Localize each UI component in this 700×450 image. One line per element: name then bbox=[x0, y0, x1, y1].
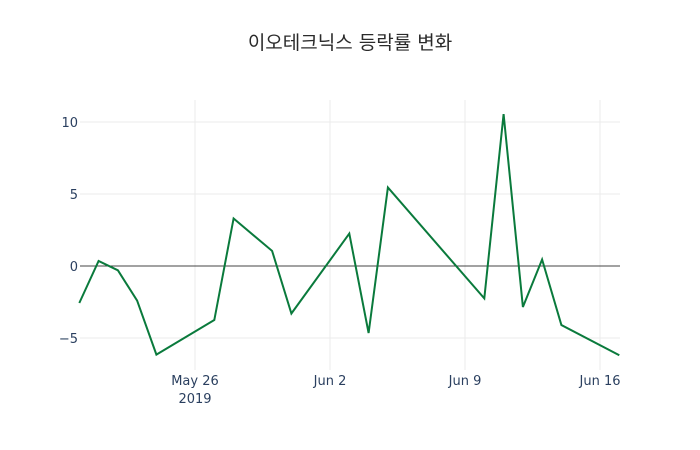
x-tick-label: Jun 9 bbox=[448, 374, 482, 389]
grid-lines bbox=[80, 100, 620, 370]
chart-title: 이오테크닉스 등락률 변화 bbox=[247, 32, 453, 54]
y-tick-label: 0 bbox=[70, 260, 78, 275]
y-tick-label: 5 bbox=[70, 188, 78, 203]
x-tick-year-label: 2019 bbox=[178, 392, 211, 407]
x-tick-label: Jun 16 bbox=[579, 374, 621, 389]
y-tick-label: −5 bbox=[59, 332, 78, 347]
x-tick-label: Jun 2 bbox=[313, 374, 347, 389]
y-tick-label: 10 bbox=[61, 116, 78, 131]
y-axis: 10 5 0 −5 bbox=[59, 116, 78, 347]
x-axis: May 26 2019 Jun 2 Jun 9 Jun 16 bbox=[171, 374, 620, 407]
series-line bbox=[78, 113, 620, 357]
x-tick-label: May 26 bbox=[171, 374, 219, 389]
